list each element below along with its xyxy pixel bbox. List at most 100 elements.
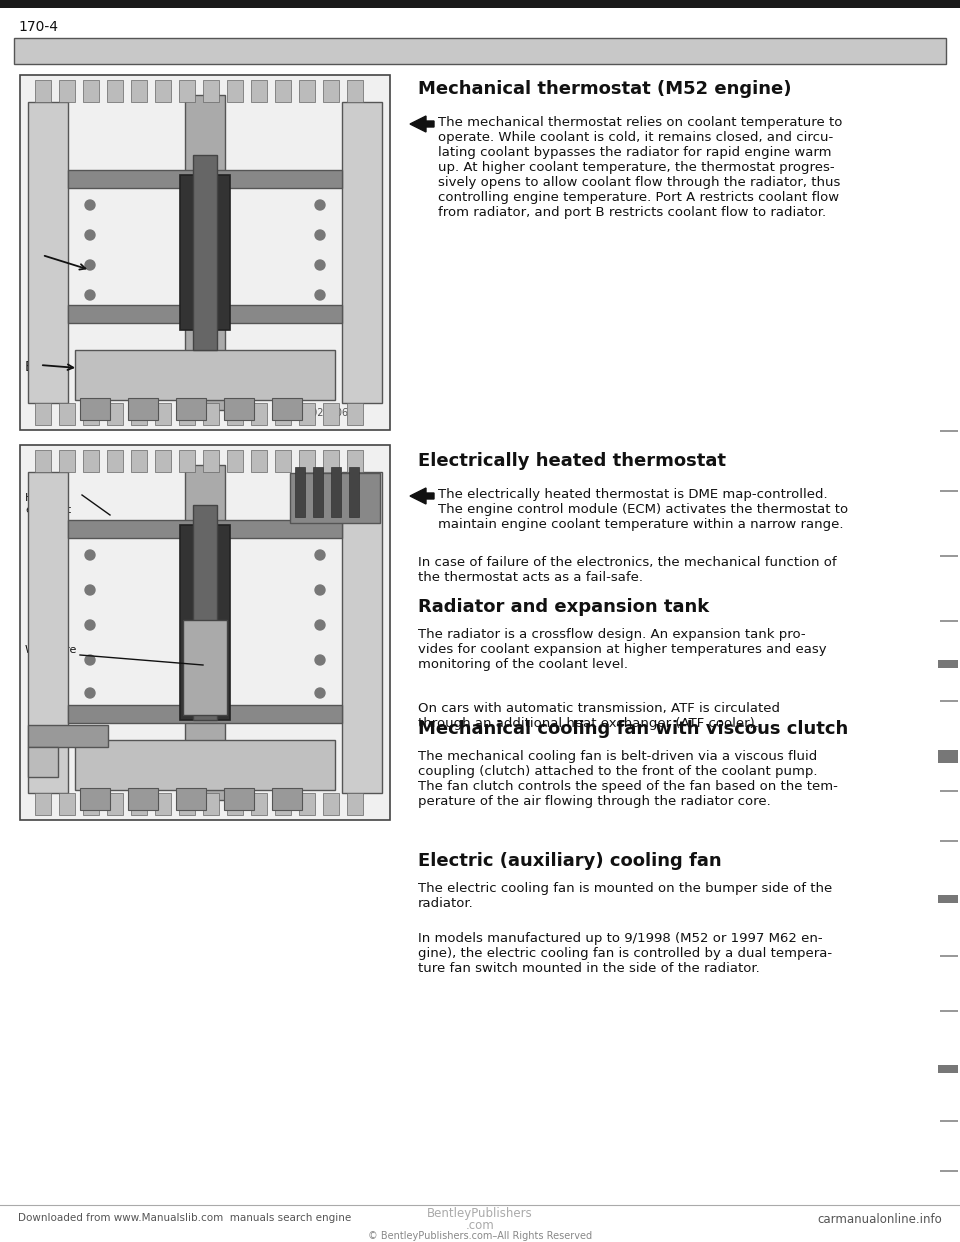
Bar — [28, 102, 68, 402]
Bar — [83, 79, 99, 102]
Bar — [347, 402, 363, 425]
Bar — [224, 787, 254, 810]
Text: A: A — [30, 250, 39, 265]
Bar — [275, 402, 291, 425]
Bar — [938, 755, 958, 763]
Bar — [68, 705, 342, 723]
Text: carmanualonline.info: carmanualonline.info — [817, 1213, 942, 1226]
Bar — [180, 525, 230, 720]
Bar — [179, 792, 195, 815]
Bar — [323, 402, 339, 425]
Circle shape — [85, 655, 95, 664]
Bar — [28, 472, 68, 792]
Bar — [185, 94, 225, 410]
Text: The electric cooling fan is mounted on the bumper side of the
radiator.: The electric cooling fan is mounted on t… — [418, 882, 832, 910]
Bar — [227, 402, 243, 425]
Bar — [155, 402, 171, 425]
Bar — [940, 555, 958, 556]
Bar — [349, 467, 359, 517]
Bar — [938, 660, 958, 668]
Circle shape — [85, 289, 95, 301]
Text: The mechanical cooling fan is belt-driven via a viscous fluid
coupling (clutch) : The mechanical cooling fan is belt-drive… — [418, 750, 838, 809]
Bar — [275, 79, 291, 102]
Bar — [251, 402, 267, 425]
Bar — [179, 450, 195, 472]
Bar — [940, 955, 958, 958]
Bar — [185, 465, 225, 800]
Text: On cars with automatic transmission, ATF is circulated
through an additional hea: On cars with automatic transmission, ATF… — [418, 702, 780, 730]
Text: The electrically heated thermostat is DME map-controlled.
The engine control mod: The electrically heated thermostat is DM… — [438, 488, 848, 532]
Bar — [323, 450, 339, 472]
Bar — [940, 430, 958, 432]
Bar — [0, 0, 960, 7]
Bar — [107, 450, 123, 472]
Bar — [203, 450, 219, 472]
Bar — [35, 792, 51, 815]
Circle shape — [315, 289, 325, 301]
Bar — [83, 792, 99, 815]
Bar — [131, 402, 147, 425]
Bar — [176, 787, 206, 810]
Bar — [35, 79, 51, 102]
Bar — [203, 792, 219, 815]
Text: 170-4: 170-4 — [18, 20, 58, 34]
Bar — [203, 79, 219, 102]
Circle shape — [315, 655, 325, 664]
Bar — [323, 79, 339, 102]
Bar — [20, 75, 390, 430]
Text: Mechanical thermostat (M52 engine): Mechanical thermostat (M52 engine) — [418, 79, 791, 98]
Bar — [347, 792, 363, 815]
Bar — [83, 402, 99, 425]
Bar — [342, 102, 382, 402]
Circle shape — [315, 260, 325, 270]
Bar — [940, 1010, 958, 1012]
Circle shape — [85, 620, 95, 630]
Text: Mechanical cooling fan with viscous clutch: Mechanical cooling fan with viscous clut… — [418, 720, 849, 738]
Text: The radiator is a crossflow design. An expansion tank pro-
vides for coolant exp: The radiator is a crossflow design. An e… — [418, 628, 827, 671]
Text: Heating
element: Heating element — [25, 493, 71, 514]
Text: In models manufactured up to 9/1998 (M52 or 1997 M62 en-
gine), the electric coo: In models manufactured up to 9/1998 (M52… — [418, 932, 832, 975]
Bar — [323, 792, 339, 815]
Bar — [179, 402, 195, 425]
Bar — [155, 450, 171, 472]
Bar — [940, 620, 958, 622]
Bar — [342, 472, 382, 792]
Bar — [20, 445, 390, 820]
Bar — [131, 450, 147, 472]
Bar — [299, 402, 315, 425]
Polygon shape — [410, 488, 434, 504]
Bar — [180, 175, 230, 330]
Bar — [193, 155, 217, 350]
Text: BentleyPublishers: BentleyPublishers — [427, 1207, 533, 1220]
Circle shape — [315, 688, 325, 698]
Bar — [131, 79, 147, 102]
Bar — [290, 473, 380, 523]
Bar — [251, 79, 267, 102]
Bar — [68, 520, 342, 538]
Bar — [940, 491, 958, 492]
Text: Radiator and expansion tank: Radiator and expansion tank — [418, 597, 709, 616]
Bar — [75, 740, 335, 790]
Bar — [68, 170, 342, 188]
Circle shape — [85, 260, 95, 270]
Bar — [227, 450, 243, 472]
Bar — [224, 397, 254, 420]
Text: Downloaded from www.Manualslib.com  manuals search engine: Downloaded from www.Manualslib.com manua… — [18, 1213, 351, 1223]
Bar — [275, 450, 291, 472]
Text: Wax core: Wax core — [25, 645, 77, 655]
Bar — [75, 350, 335, 400]
Bar — [275, 792, 291, 815]
Bar — [59, 792, 75, 815]
Text: The mechanical thermostat relies on coolant temperature to
operate. While coolan: The mechanical thermostat relies on cool… — [438, 116, 842, 219]
Bar — [131, 792, 147, 815]
Bar — [940, 700, 958, 702]
Text: Electrically heated thermostat: Electrically heated thermostat — [418, 452, 726, 469]
Bar — [14, 39, 946, 65]
Bar — [80, 397, 110, 420]
Bar — [28, 746, 58, 777]
Circle shape — [315, 200, 325, 210]
Bar — [940, 1170, 958, 1172]
Text: .com: .com — [466, 1218, 494, 1232]
Circle shape — [85, 230, 95, 240]
Bar — [938, 1064, 958, 1073]
